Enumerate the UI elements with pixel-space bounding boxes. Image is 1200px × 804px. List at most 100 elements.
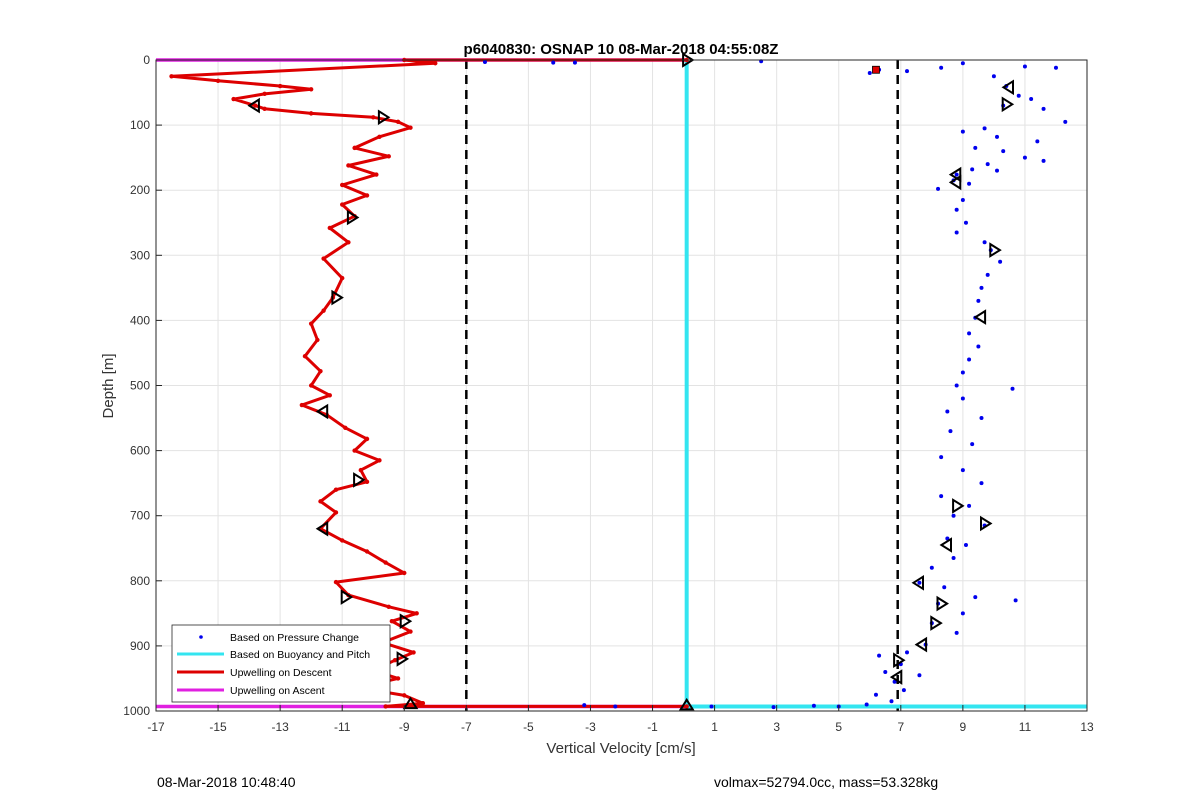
pressure-point: [951, 513, 956, 518]
pressure-point: [889, 699, 894, 704]
legend-entry-buoyancy: Based on Buoyancy and Pitch: [177, 649, 370, 661]
x-tick-label: 3: [773, 720, 780, 734]
triangle-marker: [948, 166, 962, 183]
x-tick-label: 9: [960, 720, 967, 734]
triangle-marker: [889, 669, 903, 685]
pressure-point: [982, 126, 987, 131]
pressure-point: [954, 630, 959, 635]
descent-point: [340, 182, 345, 188]
pressure-point: [963, 220, 968, 225]
descent-point: [389, 618, 395, 624]
triangle-marker: [247, 97, 260, 114]
descent-point: [308, 111, 314, 116]
pressure-point: [1016, 93, 1021, 98]
descent-point: [395, 119, 401, 125]
triangle-marker: [399, 613, 413, 630]
pressure-point: [963, 542, 968, 547]
pressure-point: [976, 298, 981, 303]
x-tick-label: -13: [271, 720, 289, 734]
pressure-point: [985, 162, 990, 167]
pressure-point: [1001, 149, 1006, 154]
triangle-marker: [1001, 79, 1014, 96]
pressure-point: [936, 186, 941, 191]
x-tick-label: -7: [461, 720, 472, 734]
pressure-point: [960, 370, 965, 375]
x-tick-label: -17: [147, 720, 165, 734]
pressure-point: [613, 704, 618, 709]
pressure-point: [945, 409, 950, 414]
descent-point: [318, 368, 323, 374]
descent-point: [340, 202, 345, 207]
grid: [155, 59, 1088, 712]
pressure-point: [873, 692, 878, 697]
triangle-marker: [980, 515, 993, 532]
pressure-point: [954, 207, 959, 212]
descent-point: [374, 172, 379, 177]
y-tick-label: 600: [130, 444, 150, 458]
legend-entry-ascent: Upwelling on Ascent: [177, 685, 325, 697]
y-tick-label: 800: [130, 574, 150, 588]
pressure-point: [864, 702, 869, 707]
pressure-point: [1041, 158, 1046, 163]
descent-point: [684, 704, 689, 709]
descent-point: [333, 510, 339, 515]
pressure-point: [979, 416, 984, 421]
y-tick-label: 1000: [123, 704, 150, 718]
descent-point: [327, 225, 332, 231]
pressure-point: [939, 65, 944, 70]
descent-point: [377, 134, 382, 140]
pressure-point: [976, 344, 981, 349]
descent-point: [327, 393, 332, 398]
pressure-point: [970, 442, 975, 447]
legend-entry-descent: Upwelling on Descent: [177, 667, 332, 679]
pressure-point: [979, 285, 984, 290]
pressure-point: [998, 259, 1003, 264]
pressure-point: [482, 59, 487, 64]
descent-point: [420, 700, 426, 706]
pressure-point: [1010, 386, 1015, 391]
y-axis-label: Depth [m]: [100, 353, 117, 418]
pressure-point: [985, 272, 990, 277]
descent-point: [215, 78, 221, 84]
pressure-point: [1063, 119, 1068, 124]
y-axis-ticks: 0 100 200 300 400 500 600 700 800 900 1000: [123, 53, 162, 718]
pressure-point: [973, 145, 978, 150]
pressure-point: [960, 468, 965, 473]
x-axis-ticks: -17 -15 -13 -11 -9 -7 -5 -3 -1 1 3 5 7 9 11 13: [147, 705, 1094, 734]
triangle-marker: [914, 636, 928, 653]
pressure-point: [982, 240, 987, 245]
pressure-point: [811, 703, 816, 708]
descent-point: [358, 467, 364, 473]
pressure-point: [979, 481, 984, 486]
descent-point: [308, 321, 314, 326]
pressure-point: [954, 383, 959, 388]
x-tick-label: 13: [1080, 720, 1094, 734]
legend-label-pressure: Based on Pressure Change: [230, 632, 359, 644]
pressure-point: [942, 585, 947, 590]
triangle-marker: [396, 651, 410, 667]
pressure-point: [970, 167, 975, 172]
descent-point: [395, 676, 401, 681]
descent-point: [383, 704, 388, 709]
descent-point: [386, 154, 391, 159]
y-tick-label: 500: [130, 379, 150, 393]
descent-point: [315, 337, 320, 343]
descent-point: [408, 629, 413, 634]
descent-point: [414, 611, 419, 616]
pressure-point: [967, 331, 972, 336]
pressure-point: [995, 134, 1000, 139]
descent-point: [408, 125, 413, 130]
y-tick-label: 300: [130, 248, 150, 262]
reference-lines: [465, 60, 899, 711]
pressure-point: [951, 556, 956, 561]
descent-point: [433, 61, 438, 66]
descent-point: [340, 275, 345, 281]
descent-point: [318, 499, 323, 504]
descent-point: [308, 87, 314, 92]
pressure-point: [995, 168, 1000, 173]
pressure-point: [883, 669, 888, 674]
triangle-marker: [973, 309, 987, 325]
pressure-point: [960, 611, 965, 616]
pressure-point: [967, 181, 972, 186]
pressure-point: [967, 503, 972, 508]
